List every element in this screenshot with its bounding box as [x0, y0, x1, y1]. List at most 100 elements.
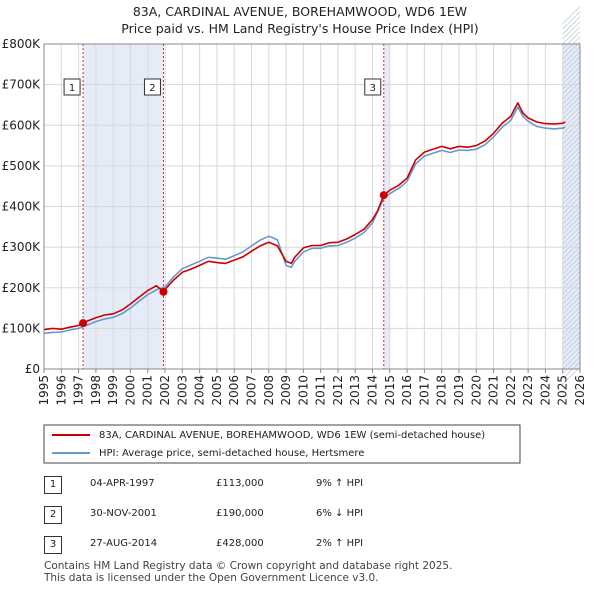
- hatch-line: [562, 156, 581, 175]
- sale-date: 30-NOV-2001: [90, 508, 157, 519]
- hatch-line: [562, 356, 581, 375]
- x-tick-label: 2015: [383, 375, 397, 406]
- sale-point: [79, 319, 88, 328]
- hatch-line: [562, 316, 581, 335]
- sale-number-badge: 2: [44, 506, 62, 524]
- hatch-line: [562, 146, 581, 165]
- sale-point: [159, 287, 168, 296]
- hatch-line: [562, 121, 581, 140]
- hatch-line: [562, 101, 581, 120]
- sale-price: £428,000: [216, 538, 264, 549]
- hatch-line: [562, 31, 581, 50]
- sale-price: £190,000: [216, 508, 264, 519]
- hatch-line: [562, 291, 581, 310]
- series-line-hpi: [43, 106, 566, 335]
- sale-label: 1: [69, 83, 75, 94]
- plot-frame: [43, 43, 581, 370]
- x-tick-label: 1995: [37, 375, 51, 406]
- x-tick-label: 1999: [106, 375, 120, 406]
- hatch-line: [562, 46, 581, 65]
- sale-hpi-diff: 6% ↓ HPI: [316, 508, 364, 519]
- hatch-line: [562, 301, 581, 320]
- sale-label: 3: [370, 83, 376, 94]
- footer-copyright: Contains HM Land Registry data © Crown c…: [44, 560, 453, 572]
- hatch-line: [562, 181, 581, 200]
- hatch-line: [562, 126, 581, 145]
- hatch-line: [562, 261, 581, 280]
- hatch-line: [562, 286, 581, 305]
- sale-label: 2: [149, 83, 155, 94]
- annotations: 1 2 3: [63, 44, 388, 369]
- series-layer: [43, 102, 566, 335]
- hatch-line: [562, 311, 581, 330]
- hatch-line: [562, 346, 581, 365]
- x-tick-label: 2012: [331, 375, 345, 406]
- hatch-line: [562, 66, 581, 85]
- hatch-line: [562, 336, 581, 355]
- x-tick-label: 1997: [72, 375, 86, 406]
- x-tick-label: 2024: [538, 375, 552, 406]
- hatch-line: [562, 351, 581, 370]
- hatch-line: [562, 306, 581, 325]
- sale-date: 04-APR-1997: [90, 478, 155, 489]
- sale-row: 3 27-AUG-2014 £428,000 2% ↑ HPI: [44, 532, 564, 562]
- hatch-line: [562, 251, 581, 270]
- hatch-line: [562, 216, 581, 235]
- x-tick-label: 2016: [400, 375, 414, 406]
- x-tick-label: 2025: [556, 375, 570, 406]
- hatch-line: [562, 171, 581, 190]
- sale-point: [379, 191, 388, 200]
- hatch-line: [562, 256, 581, 275]
- y-tick-label: £500K: [2, 159, 42, 173]
- footer: Contains HM Land Registry data © Crown c…: [44, 560, 452, 584]
- x-tick-label: 2017: [417, 375, 431, 406]
- x-tick-label: 2010: [296, 375, 310, 406]
- x-tick-label: 2020: [469, 375, 483, 406]
- sale-row: 1 04-APR-1997 £113,000 9% ↑ HPI: [44, 472, 564, 502]
- x-tick-label: 2001: [141, 375, 155, 406]
- hatch-line: [562, 211, 581, 230]
- hatch-line: [562, 96, 581, 115]
- hatch-line: [562, 246, 581, 265]
- sale-number-badge: 3: [44, 536, 62, 554]
- hatch-line: [562, 361, 581, 380]
- hatch-line: [562, 241, 581, 260]
- sale-label-box: [364, 78, 382, 96]
- hatch-line: [562, 201, 581, 220]
- hatch-line: [562, 36, 581, 55]
- hatch-line: [562, 296, 581, 315]
- x-tick-label: 2011: [314, 375, 328, 406]
- sale-label-box: [143, 78, 161, 96]
- hatch-line: [562, 176, 581, 195]
- title-line-2: Price paid vs. HM Land Registry's House …: [121, 21, 479, 36]
- x-tick-label: 2009: [279, 375, 293, 406]
- hatch-line: [562, 131, 581, 150]
- chart-svg: 1 2 3 £0 £100K £200K £300K £400K £500K £600K £700…: [2, 6, 587, 406]
- hatch-line: [562, 71, 581, 90]
- hatch-line: [562, 271, 581, 290]
- axes: £0 £100K £200K £300K £400K £500K £600K £700K £80…: [2, 37, 587, 406]
- x-tick-label: 2000: [123, 375, 137, 406]
- hatch-line: [562, 106, 581, 125]
- hatch-line: [562, 341, 581, 360]
- x-tick-label: 2005: [210, 375, 224, 406]
- hatch-line: [562, 281, 581, 300]
- hatch-line: [562, 196, 581, 215]
- hatch-line: [562, 6, 581, 25]
- hatch-line: [562, 206, 581, 225]
- hatch-line: [562, 56, 581, 75]
- hatch-line: [562, 26, 581, 45]
- hatch-line: [562, 221, 581, 240]
- x-tick-label: 2026: [573, 375, 587, 406]
- sale-date: 27-AUG-2014: [90, 538, 158, 549]
- sale-row: 2 30-NOV-2001 £190,000 6% ↓ HPI: [44, 502, 564, 532]
- hatch-line: [562, 231, 581, 250]
- sales-table: 1 04-APR-1997 £113,000 9% ↑ HPI 2 30-NOV…: [44, 472, 564, 562]
- hatch-line: [562, 41, 581, 60]
- series-line-property: [43, 102, 566, 331]
- x-tick-label: 2023: [521, 375, 535, 406]
- hatch-line: [562, 16, 581, 35]
- x-tick-label: 2014: [366, 375, 380, 406]
- hatch-line: [562, 321, 581, 340]
- hatch-line: [562, 366, 581, 385]
